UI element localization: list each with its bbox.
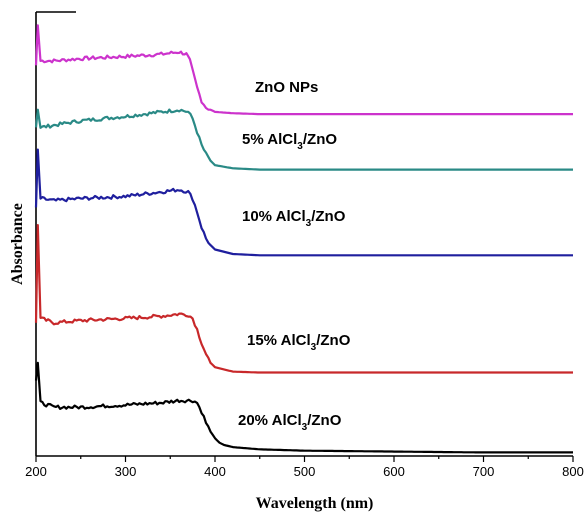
series-label-suffix: /ZnO <box>307 412 341 429</box>
axes: 200 300 400 500 600 700 800 <box>25 11 584 479</box>
series-label-main: 20% AlCl <box>238 412 302 429</box>
x-tick-label: 400 <box>204 464 226 479</box>
series-label-1: ZnO NPs <box>255 79 318 96</box>
series-label-suffix: /ZnO <box>303 131 337 148</box>
series-label-main: ZnO NPs <box>255 79 318 96</box>
x-tick-label: 300 <box>115 464 137 479</box>
x-tick-label: 700 <box>473 464 495 479</box>
series-line-3 <box>34 148 573 257</box>
series-label-subscript: 3 <box>302 422 308 433</box>
x-tick-label: 200 <box>25 464 47 479</box>
series-label-suffix: /ZnO <box>316 332 350 349</box>
series-label-4: 15% AlCl3/ZnO <box>247 332 351 353</box>
x-tick-label: 800 <box>562 464 584 479</box>
series-label-subscript: 3 <box>297 141 303 152</box>
series-line-5 <box>34 361 573 454</box>
y-axis-title: Absorbance <box>9 203 26 285</box>
series-label-5: 20% AlCl3/ZnO <box>238 412 342 433</box>
series-label-subscript: 3 <box>311 342 317 353</box>
series-label-suffix: /ZnO <box>311 208 345 225</box>
series-line-1 <box>34 24 573 116</box>
series-label-2: 5% AlCl3/ZnO <box>242 131 337 152</box>
series-line-4 <box>34 224 573 374</box>
x-tick-label: 500 <box>294 464 316 479</box>
series-label-main: 10% AlCl <box>242 208 306 225</box>
series-label-subscript: 3 <box>306 218 312 229</box>
x-axis-title: Wavelength (nm) <box>256 495 374 512</box>
series-line-2 <box>34 108 573 171</box>
x-tick-label: 600 <box>383 464 405 479</box>
series-label-main: 15% AlCl <box>247 332 311 349</box>
series-label-main: 5% AlCl <box>242 131 297 148</box>
series-layer <box>34 24 573 454</box>
series-label-3: 10% AlCl3/ZnO <box>242 208 346 229</box>
